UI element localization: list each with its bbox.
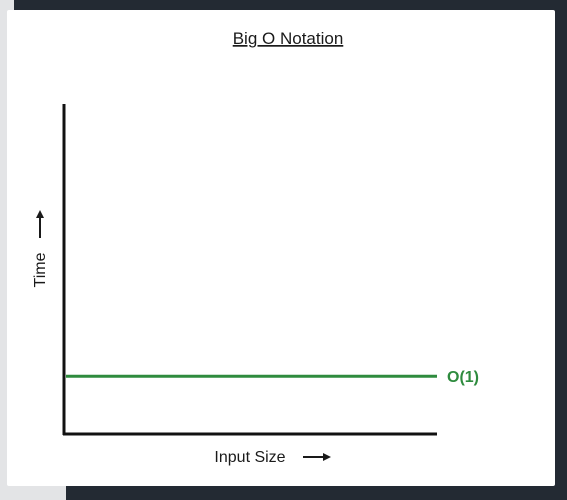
series-layer: O(1) bbox=[66, 369, 479, 386]
chart-title: Big O Notation bbox=[233, 29, 344, 48]
background-bottom-strip bbox=[0, 486, 66, 500]
y-axis-label: Time bbox=[32, 252, 49, 287]
y-axis-label-group: Time bbox=[32, 252, 49, 287]
series-label-o1: O(1) bbox=[447, 369, 479, 386]
x-axis-label: Input Size bbox=[214, 449, 285, 466]
slide-card bbox=[7, 10, 555, 486]
